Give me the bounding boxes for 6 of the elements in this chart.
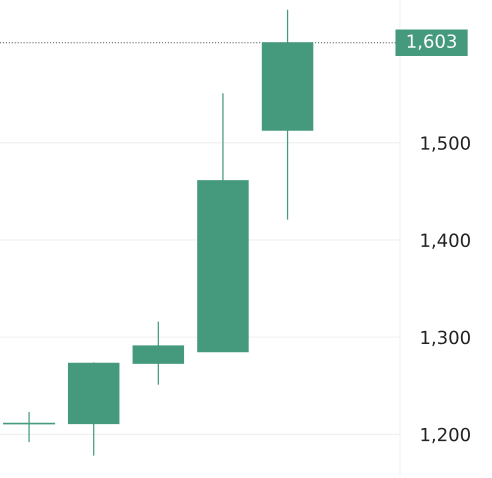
y-tick-label: 1,200 [421, 428, 470, 444]
ref-line-label: 1,603 [408, 34, 456, 50]
y-tick-label: 1,500 [421, 136, 470, 152]
y-tick-label: 1,300 [421, 330, 470, 346]
y-tick-label: 1,400 [421, 233, 470, 249]
candlestick [3, 411, 56, 443]
